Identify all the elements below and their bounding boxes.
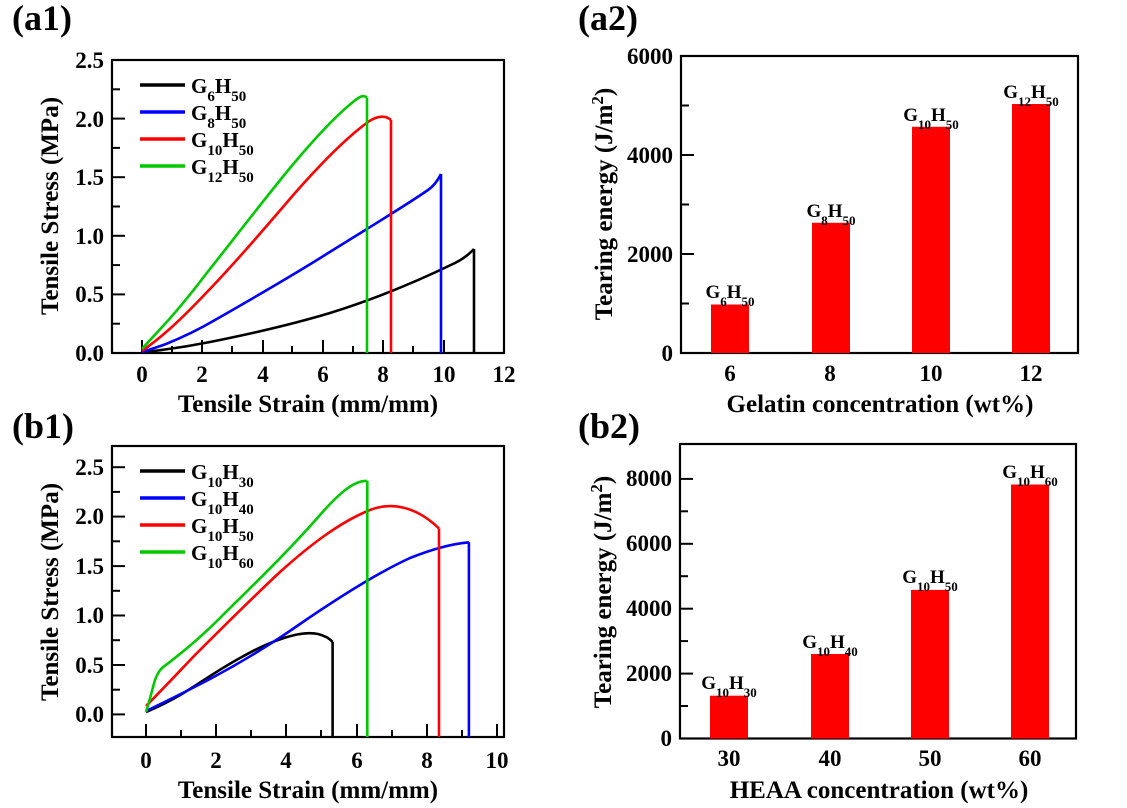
svg-text:2000: 2000 <box>626 661 672 686</box>
svg-text:8000: 8000 <box>626 466 672 491</box>
svg-text:4000: 4000 <box>626 596 672 621</box>
svg-text:30: 30 <box>718 746 741 771</box>
svg-text:50: 50 <box>919 746 942 771</box>
svg-text:HEAA concentration (wt%): HEAA concentration (wt%) <box>730 777 1029 804</box>
svg-text:G10H50: G10H50 <box>902 567 958 594</box>
svg-text:Tearing energy (J/m2): Tearing energy (J/m2) <box>587 476 618 709</box>
svg-text:0: 0 <box>661 726 673 751</box>
svg-text:40: 40 <box>819 746 842 771</box>
svg-text:60: 60 <box>1019 746 1042 771</box>
svg-text:G10H30: G10H30 <box>701 673 757 700</box>
svg-text:6000: 6000 <box>626 531 672 556</box>
